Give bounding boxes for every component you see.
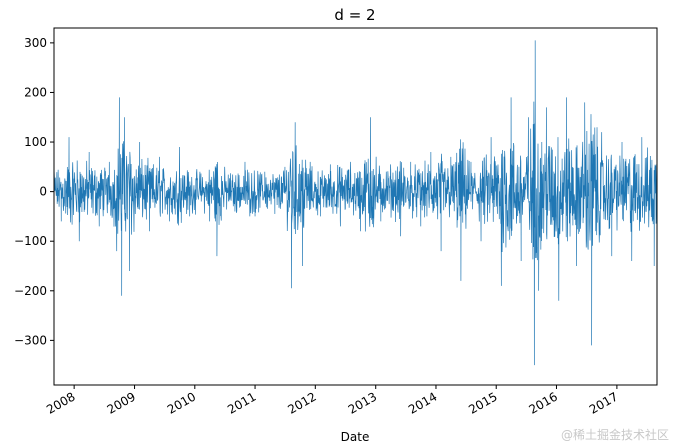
- series-line: [54, 40, 657, 366]
- y-tick-label: 300: [24, 36, 47, 50]
- y-tick-label: −100: [14, 234, 47, 248]
- y-tick-label: 100: [24, 135, 47, 149]
- x-axis: 2008 2009 2010 2011 2012 2013 2014 2015 2016 2017: [44, 385, 620, 417]
- chart-title: d = 2: [334, 6, 375, 24]
- y-axis: −300 −200 −100 0 100 200 300: [14, 36, 54, 347]
- y-tick-label: 200: [24, 85, 47, 99]
- x-tick-label: 2016: [527, 389, 560, 416]
- y-tick-label: −200: [14, 284, 47, 298]
- x-tick-label: 2014: [406, 389, 439, 416]
- watermark: @稀土掘金技术社区: [560, 428, 669, 442]
- x-tick-label: 2008: [44, 389, 77, 416]
- y-tick-label: −300: [14, 333, 47, 347]
- x-tick-label: 2012: [285, 389, 318, 416]
- x-tick-label: 2010: [165, 389, 198, 416]
- y-tick-label: 0: [39, 185, 47, 199]
- series-line-group: [54, 40, 657, 366]
- x-tick-label: 2011: [225, 389, 258, 416]
- x-tick-label: 2017: [587, 389, 620, 416]
- x-axis-label: Date: [341, 430, 370, 444]
- x-tick-label: 2013: [346, 389, 379, 416]
- x-tick-label: 2015: [466, 389, 499, 416]
- x-tick-label: 2009: [105, 389, 138, 416]
- plot-frame: [53, 27, 658, 386]
